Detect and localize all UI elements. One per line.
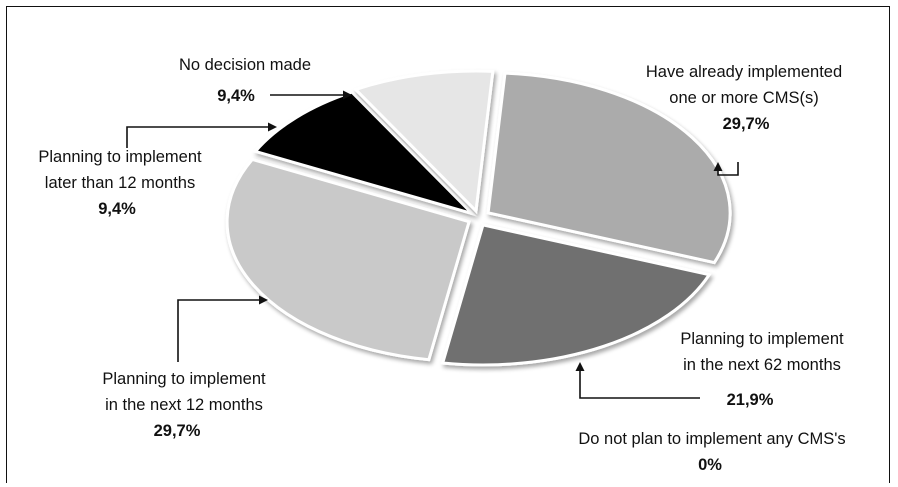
pointer-line — [177, 299, 266, 362]
slice-value-label: 29,7% — [154, 422, 201, 440]
slice-label: Planning to implement — [680, 330, 844, 348]
pie-slice — [352, 69, 495, 215]
slice-label: in the next 12 months — [105, 396, 263, 414]
slice-label: later than 12 months — [45, 174, 195, 192]
pie-slice — [486, 71, 732, 265]
pointer-arrowhead — [268, 122, 277, 132]
slice-label: Do not plan to implement any CMS's — [578, 430, 845, 448]
slice-value-label: 29,7% — [723, 115, 770, 133]
pie-slice — [225, 157, 471, 362]
slice-value-label: 9,4% — [217, 87, 255, 105]
slice-label: Planning to implement — [38, 148, 202, 166]
slice-value-label: 21,9% — [727, 391, 774, 409]
pointer-line — [126, 126, 275, 148]
slice-label: in the next 62 months — [683, 356, 841, 374]
pointer-arrowhead — [713, 162, 723, 171]
pointer-arrowhead — [343, 90, 352, 100]
slice-label: No decision made — [179, 56, 311, 74]
slice-label: Have already implemented — [646, 63, 842, 81]
pointer-line — [579, 366, 700, 399]
pointer-arrowhead — [575, 362, 585, 371]
slice-value-label: 0% — [698, 456, 722, 474]
slice-value-label: 9,4% — [98, 200, 136, 218]
slice-label: Planning to implement — [102, 370, 266, 388]
pie-slice — [440, 223, 712, 367]
slice-label: one or more CMS(s) — [669, 89, 818, 107]
pointer-arrowhead — [259, 295, 268, 305]
